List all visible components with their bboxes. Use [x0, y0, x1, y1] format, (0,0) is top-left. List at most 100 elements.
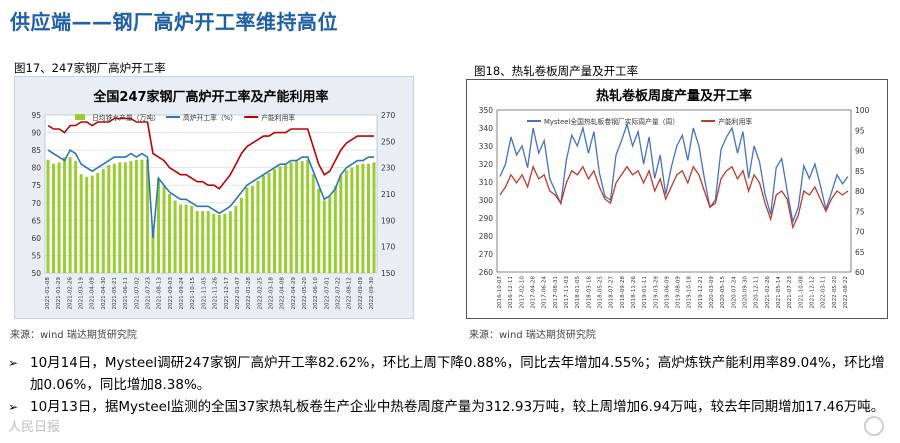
x-tick-label: 2021-12-12	[810, 276, 816, 309]
x-tick-label: 2021-07-02	[134, 277, 140, 310]
legend-label: 高炉开工率（%）	[183, 113, 237, 122]
series-line	[499, 122, 849, 225]
y-left-tick-label: 330	[479, 142, 494, 151]
x-tick-label: 2021-07-23	[146, 277, 152, 310]
bar	[289, 162, 293, 273]
y-right-tick-label: 95	[855, 126, 865, 135]
bar	[311, 174, 315, 273]
hot-rolled-coil-chart: 热轧卷板周度产量及开工率 260 270 280 290 300 310 320 330 340 3…	[479, 88, 870, 309]
bullet-list: ➢ 10月14日，Mysteel调研247家钢厂高炉开工率82.62%，环比上周…	[8, 352, 894, 418]
bar	[112, 163, 116, 273]
x-tick-label: 2022-07-01	[324, 277, 330, 310]
bar	[212, 213, 216, 273]
bar	[68, 157, 72, 273]
bar	[295, 161, 299, 273]
bar	[234, 205, 238, 273]
x-tick-label: 2020-09-30	[743, 276, 749, 309]
arrow-bullet-icon: ➢	[8, 400, 19, 414]
bar	[306, 159, 310, 273]
x-tick-label: 2022-03-11	[821, 276, 827, 309]
bar	[339, 175, 343, 273]
y-left-tick-label: 340	[479, 124, 494, 133]
x-tick-label: 2021-11-05	[201, 277, 207, 310]
figure-2-source: 来源：wind 瑞达期货研究院	[469, 330, 596, 341]
bar	[85, 176, 89, 273]
x-tick-label: 2017-08-31	[553, 276, 559, 309]
page-title: 供应端——钢厂高炉开工率维持高位	[10, 10, 338, 34]
bar	[90, 175, 94, 273]
x-tick-label: 2021-02-26	[765, 276, 771, 309]
x-tick-label: 2021-02-26	[67, 277, 73, 310]
bar	[344, 170, 348, 273]
bar	[74, 161, 78, 273]
bar	[140, 159, 144, 273]
bar	[162, 186, 166, 273]
bar	[278, 166, 282, 273]
bar	[322, 200, 326, 273]
bar	[206, 211, 210, 273]
y-right-tick-label: 75	[855, 207, 865, 216]
y-left-tick-label: 70	[31, 199, 41, 208]
watermark: 人民日报	[8, 420, 61, 435]
x-tick-label: 2022-08-22	[843, 276, 849, 309]
legend-swatch	[75, 114, 85, 120]
x-tick-label: 2018-05-25	[597, 276, 603, 309]
x-tick-label: 2021-07-23	[787, 276, 793, 309]
x-tick-label: 2022-06-10	[313, 277, 319, 310]
y-left-tick-label: 300	[479, 196, 494, 205]
y-left-tick-label: 80	[31, 164, 41, 173]
bar	[195, 211, 199, 273]
bar	[145, 159, 149, 273]
bar	[156, 178, 161, 273]
x-tick-label: 2019-08-09	[676, 276, 682, 309]
bar	[79, 174, 83, 273]
series-line	[47, 117, 374, 190]
x-tick-label: 2022-03-18	[268, 277, 274, 310]
bar	[223, 213, 227, 273]
bullet-item: ➢ 10月14日，Mysteel调研247家钢厂高炉开工率82.62%，环比上周…	[8, 352, 894, 396]
y-left-tick-label: 320	[479, 160, 494, 169]
x-tick-label: 2022-04-29	[291, 277, 297, 310]
bar	[123, 162, 127, 273]
x-tick-label: 2016-10-07	[497, 276, 503, 309]
bar	[256, 180, 260, 273]
chart-title: 全国247家钢厂高炉开工率及产能利用率	[92, 89, 328, 105]
bar	[57, 162, 61, 273]
y-right-tick-label: 70	[855, 228, 865, 237]
x-tick-label: 2020-12-11	[754, 276, 760, 309]
figure-1-source: 来源：wind 瑞达期货研究院	[10, 330, 137, 341]
x-tick-label: 2019-06-09	[664, 276, 670, 309]
x-tick-label: 2019-01-11	[642, 276, 648, 309]
bar	[350, 167, 354, 273]
bar	[366, 163, 370, 273]
plot-area	[496, 109, 852, 273]
x-tick-label: 2019-12-21	[698, 276, 704, 309]
x-tick-label: 2022-09-30	[369, 277, 375, 310]
x-tick-label: 2021-09-24	[179, 277, 185, 310]
x-tick-label: 2021-04-09	[90, 277, 96, 310]
bar	[52, 163, 56, 273]
x-tick-label: 2017-02-10	[519, 276, 525, 309]
x-tick-label: 2020-05-15	[720, 276, 726, 309]
y-left-tick-label: 270	[479, 250, 494, 259]
x-tick-label: 2018-07-27	[609, 276, 615, 309]
legend-label: 产能利用率	[261, 113, 295, 122]
x-tick-label: 2021-10-08	[798, 276, 804, 309]
bar	[190, 205, 194, 273]
x-tick-label: 2021-01-08	[45, 277, 51, 310]
bar	[168, 194, 172, 273]
y-left-tick-label: 95	[31, 111, 41, 120]
bar	[300, 161, 304, 273]
bar	[46, 159, 50, 273]
y-right-tick-label: 230	[381, 164, 396, 173]
x-tick-label: 2019-10-18	[687, 276, 693, 309]
y-left-tick-label: 55	[31, 251, 41, 260]
bar	[173, 200, 177, 273]
x-tick-label: 2022-08-12	[347, 277, 353, 310]
figure-1-caption: 图17、247家钢厂高炉开工率	[14, 61, 166, 75]
bar	[239, 197, 243, 273]
bar	[250, 186, 254, 273]
bar	[361, 163, 365, 273]
x-tick-label: 2021-10-15	[190, 277, 196, 310]
x-tick-label: 2020-03-09	[709, 276, 715, 309]
